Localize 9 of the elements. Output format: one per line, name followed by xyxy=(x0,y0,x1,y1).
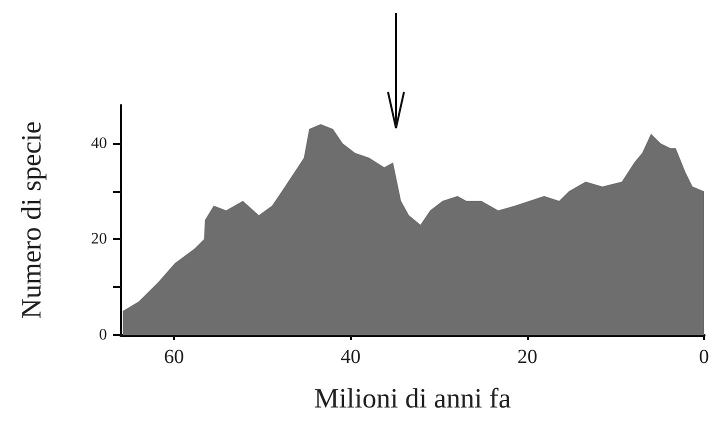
y-tick-label: 40 xyxy=(91,134,107,152)
x-tick-label: 40 xyxy=(340,346,361,368)
y-tick-label: 0 xyxy=(99,326,107,344)
x-axis-title: Milioni di anni fa xyxy=(314,384,512,414)
y-tick-label: 20 xyxy=(91,230,107,248)
y-axis-title: Numero di specie xyxy=(16,121,48,319)
x-tick-label: 0 xyxy=(699,346,709,368)
x-tick-label: 20 xyxy=(517,346,538,368)
x-tick-label: 60 xyxy=(164,346,184,368)
